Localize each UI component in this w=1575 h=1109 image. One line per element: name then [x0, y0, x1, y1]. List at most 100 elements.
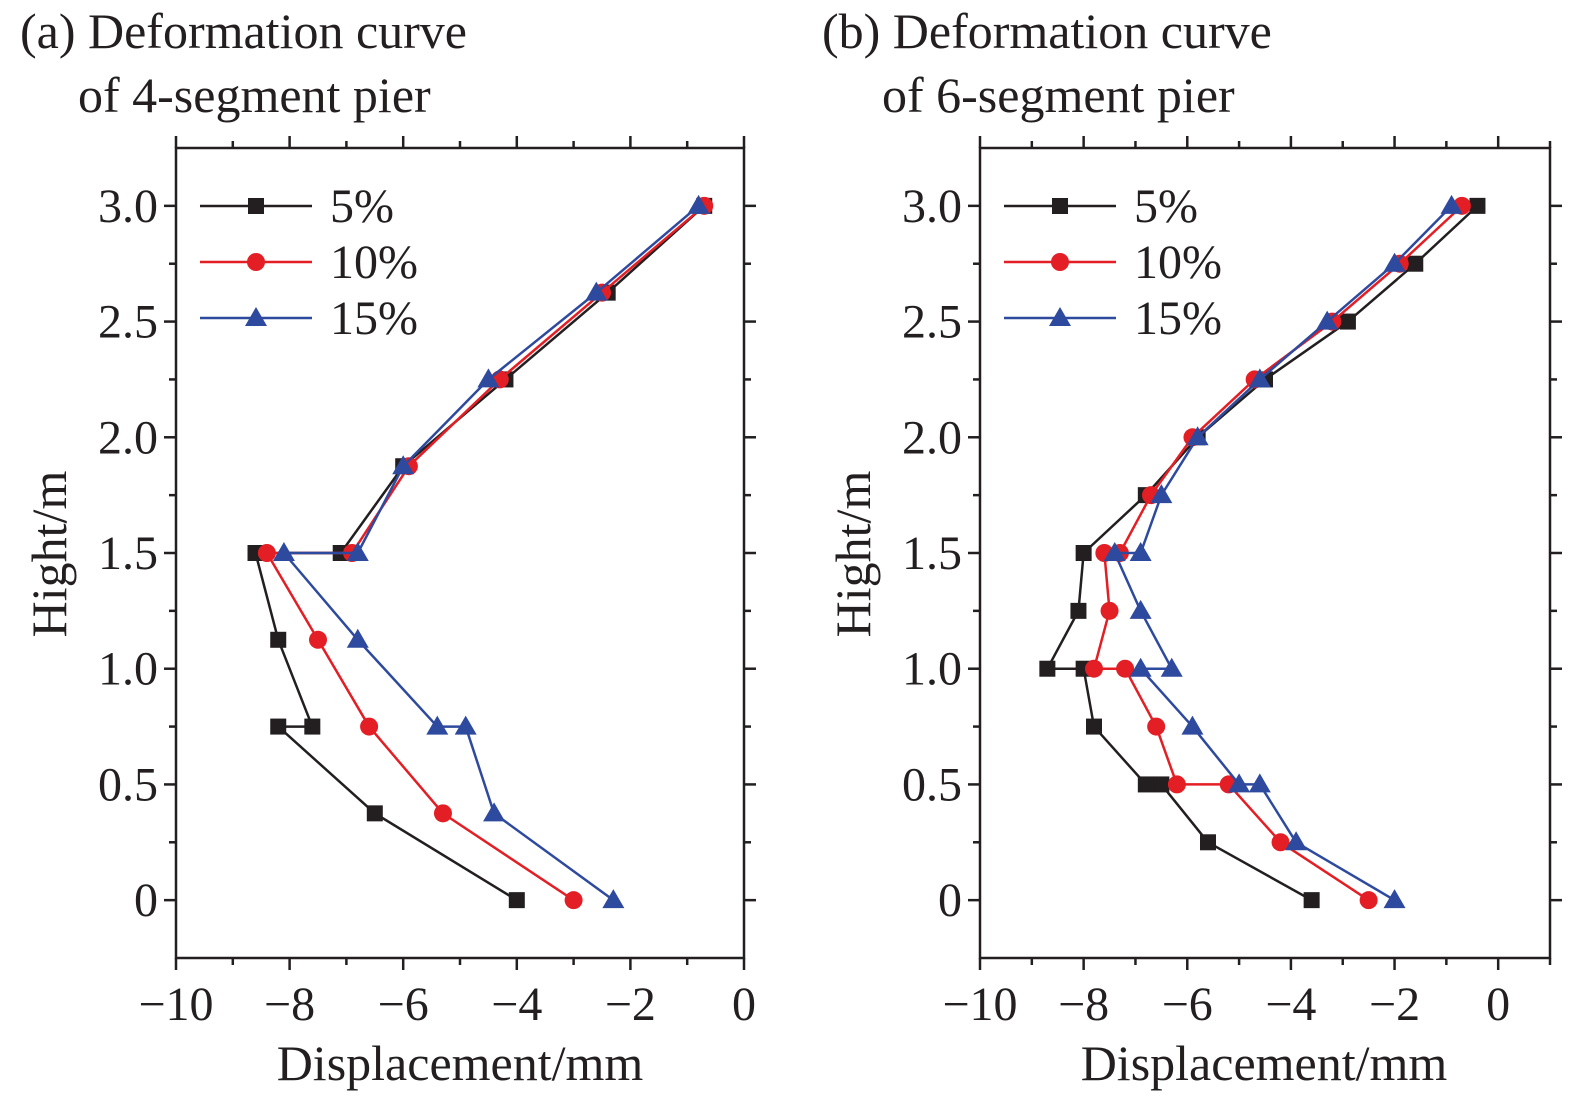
data-point-triangle [1103, 542, 1126, 561]
y-tick-label: 2.0 [98, 411, 158, 464]
data-point-circle [564, 891, 583, 910]
data-point-circle [257, 544, 276, 562]
data-point-triangle [392, 455, 415, 475]
x-tick-label: 0 [732, 978, 756, 1031]
y-tick-label: 0.5 [98, 758, 158, 811]
data-point-triangle [454, 715, 477, 735]
data-point-triangle [1160, 657, 1183, 677]
series-line [1113, 204, 1453, 902]
data-point-square [304, 718, 321, 735]
x-tick-label: −8 [1058, 978, 1109, 1031]
y-tick-label: 1.0 [98, 643, 158, 696]
data-point-square [1070, 602, 1087, 619]
data-point-triangle [346, 628, 369, 648]
x-tick-label: −2 [1369, 978, 1420, 1031]
y-tick-label: 1.5 [98, 527, 158, 580]
data-point-circle [1271, 833, 1290, 852]
y-tick-label: 2.5 [98, 296, 158, 349]
data-point-square [1469, 197, 1486, 214]
series-triangle [1103, 194, 1463, 909]
data-point-triangle [483, 802, 506, 822]
data-point-triangle [585, 281, 608, 301]
data-point-square [1407, 255, 1424, 272]
data-point-square [1086, 718, 1102, 735]
data-point-triangle [602, 889, 625, 909]
data-point-circle [1147, 717, 1166, 736]
data-point-triangle [1129, 657, 1152, 677]
y-tick-label: 3.0 [902, 180, 962, 233]
y-tick-label: 2.0 [902, 411, 962, 464]
x-axis-title: Displacement/mm [277, 1035, 644, 1091]
legend-label: 10% [1134, 236, 1222, 289]
panel-title-line1: (a) Deformation curve [20, 3, 467, 59]
data-point-square [270, 631, 287, 648]
y-tick-label: 0.5 [902, 758, 962, 811]
y-tick-label: 3.0 [98, 180, 158, 233]
panel-title-line2: of 4-segment pier [78, 67, 431, 123]
data-point-square [270, 718, 287, 735]
data-point-square [1303, 892, 1320, 909]
data-point-triangle [1049, 307, 1071, 326]
data-point-triangle [1383, 252, 1406, 272]
x-axis-title: Displacement/mm [1081, 1035, 1448, 1091]
legend-label: 5% [1134, 180, 1198, 233]
legend-label: 10% [330, 236, 418, 289]
x-tick-label: −8 [264, 978, 315, 1031]
data-point-circle [360, 717, 379, 736]
data-point-triangle [1186, 426, 1209, 446]
y-tick-label: 1.0 [902, 643, 962, 696]
data-point-triangle [1316, 310, 1339, 330]
data-point-triangle [426, 715, 449, 735]
data-point-square [1153, 776, 1170, 793]
y-tick-label: 1.5 [902, 527, 962, 580]
data-point-triangle [1150, 484, 1173, 504]
x-tick-label: −10 [942, 978, 1017, 1031]
x-tick-label: −2 [605, 978, 656, 1031]
data-point-triangle [1383, 889, 1406, 909]
data-point-square [1075, 545, 1092, 561]
data-point-triangle [687, 194, 710, 214]
legend-item: 10% [200, 236, 418, 289]
data-point-triangle [477, 368, 500, 388]
data-point-circle [1051, 253, 1069, 271]
data-point-circle [433, 804, 452, 823]
panel-title-line1: (b) Deformation curve [822, 3, 1272, 59]
data-point-square [1200, 834, 1216, 851]
plot-frame [978, 146, 1552, 960]
data-point-triangle [1285, 831, 1308, 851]
x-tick-label: −10 [138, 978, 213, 1031]
y-tick-label: 0 [134, 874, 158, 927]
data-point-triangle [1129, 599, 1152, 619]
y-axis-title: Hight/m [825, 471, 881, 638]
legend-item: 15% [1004, 292, 1222, 345]
data-point-circle [1116, 659, 1135, 678]
y-axis-title: Hight/m [21, 471, 77, 638]
legend-label: 15% [1134, 292, 1222, 345]
panel-a: (a) Deformation curve of 4-segment pier … [20, 3, 756, 1091]
data-point-triangle [346, 542, 369, 561]
data-point-triangle [1248, 773, 1271, 793]
y-tick-label: 2.5 [902, 296, 962, 349]
data-point-triangle [1181, 715, 1204, 735]
data-point-circle [1359, 891, 1378, 910]
x-tick-label: −4 [491, 978, 542, 1031]
data-point-triangle [1248, 368, 1271, 388]
x-tick-label: −6 [378, 978, 429, 1031]
data-point-triangle [1129, 542, 1152, 561]
data-point-circle [309, 630, 327, 649]
legend-item: 15% [200, 292, 418, 345]
panel-b: (b) Deformation curve of 6-segment pier … [822, 3, 1562, 1091]
data-point-triangle [1440, 194, 1463, 214]
legend-label: 15% [330, 292, 418, 345]
data-point-square [1137, 776, 1154, 793]
y-tick-label: 0 [938, 874, 962, 927]
data-point-triangle [1228, 773, 1251, 793]
data-point-circle [1100, 601, 1119, 620]
x-tick-label: −4 [1265, 978, 1316, 1031]
x-tick-label: −6 [1162, 978, 1213, 1031]
data-point-square [366, 805, 383, 822]
panel-title-line2: of 6-segment pier [882, 67, 1235, 123]
data-point-circle [1167, 775, 1186, 794]
legend-label: 5% [330, 180, 394, 233]
